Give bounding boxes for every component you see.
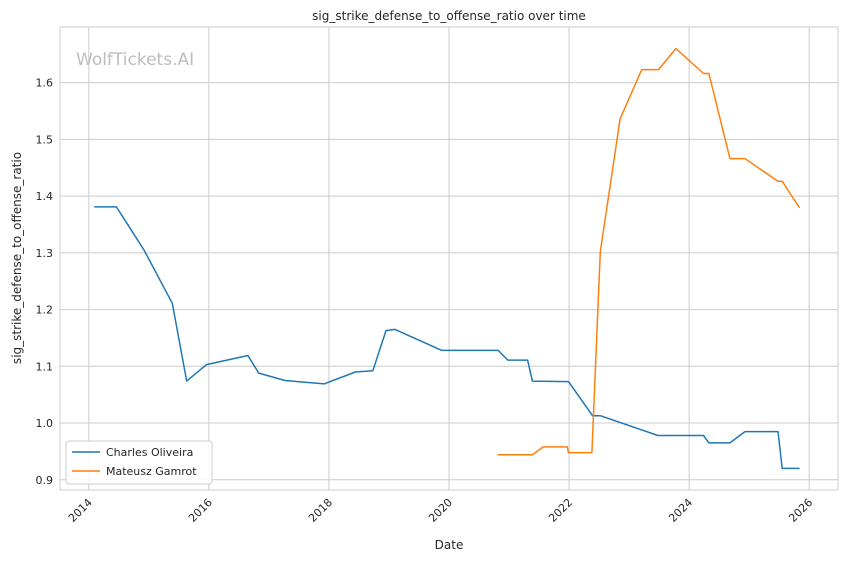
y-tick-label: 1.5 [36, 133, 54, 146]
x-tick-label: 2022 [546, 496, 575, 525]
grid [60, 27, 838, 490]
y-axis-label: sig_strike_defense_to_offense_ratio [10, 152, 24, 364]
legend-label-charles-oliveira: Charles Oliveira [106, 446, 193, 459]
y-tick-label: 1.6 [36, 77, 54, 90]
x-tick-label: 2020 [426, 496, 455, 525]
y-tick-label: 1.3 [36, 247, 54, 260]
x-tick-label: 2024 [666, 496, 695, 525]
plot-frame [59, 26, 839, 491]
legend: Charles Oliveira Mateusz Gamrot [65, 440, 213, 485]
x-tick-label: 2026 [786, 496, 815, 525]
y-tick-label: 0.9 [36, 474, 54, 487]
series-line-charles-oliveira [94, 206, 800, 470]
series-lines [94, 47, 801, 470]
y-tick-label: 1.0 [36, 417, 54, 430]
y-tick-label: 1.4 [36, 190, 54, 203]
y-tick-label: 1.2 [36, 304, 54, 317]
legend-box [65, 440, 213, 485]
x-axis-label: Date [435, 538, 464, 552]
x-tick-label: 2018 [306, 496, 335, 525]
series-line-mateusz-gamrot [497, 47, 801, 456]
x-tick-label: 2016 [186, 496, 215, 525]
legend-label-mateusz-gamrot: Mateusz Gamrot [106, 465, 197, 478]
y-tick-label: 1.1 [36, 360, 54, 373]
watermark: WolfTickets.AI [76, 50, 194, 70]
chart-title: sig_strike_defense_to_offense_ratio over… [312, 9, 586, 23]
x-tick-label: 2014 [66, 496, 95, 525]
